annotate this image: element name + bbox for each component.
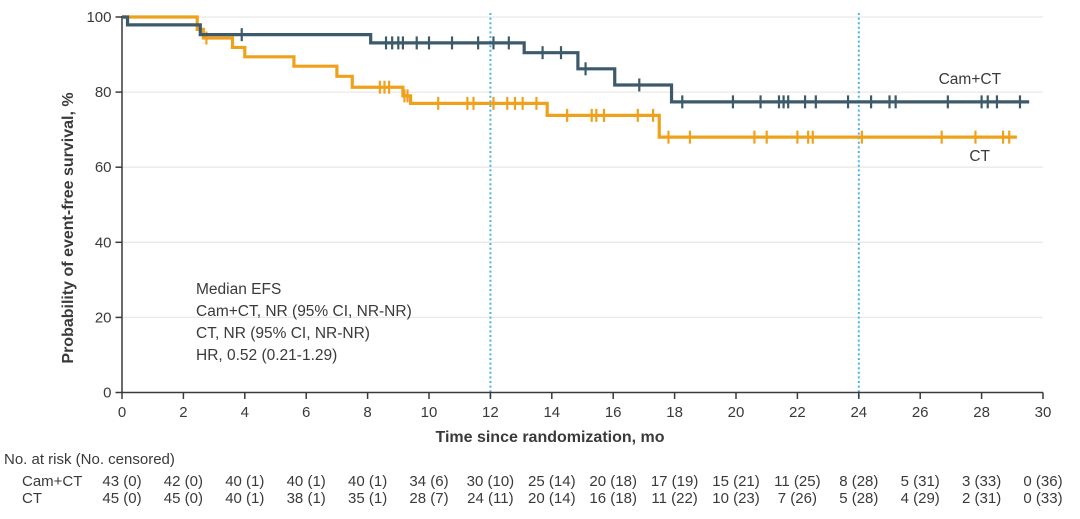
stats-annotation: Median EFS Cam+CT, NR (95% CI, NR-NR) CT… [196,279,412,367]
risk-table-header: No. at risk (No. censored) [4,451,175,468]
risk-cell: 42 (0) [163,473,203,490]
x-tick-label: 30 [1035,404,1052,421]
x-tick-label: 18 [666,404,683,421]
annotation-line-hr: HR, 0.52 (0.21-1.29) [196,347,338,364]
risk-row-cam-ct: Cam+CT 43 (0) 42 (0) 40 (1) 40 (1) 40 (1) 34 … [0,473,1080,490]
risk-cell: 16 (18) [589,490,637,507]
x-tick-label: 2 [179,404,187,421]
risk-cell: 8 (28) [839,473,879,490]
x-tick-label: 22 [789,404,806,421]
annotation-line-ct: CT, NR (95% CI, NR-NR) [196,325,370,342]
x-tick-label: 8 [363,404,371,421]
risk-cell: 45 (0) [163,490,203,507]
x-tick-label: 0 [118,404,126,421]
risk-cell: 20 (14) [528,490,576,507]
risk-cell: 17 (19) [650,473,699,490]
risk-cell: 34 (6) [409,473,449,490]
y-tick-label: 60 [95,159,112,176]
risk-cell: 38 (1) [286,490,326,507]
risk-cell: 40 (1) [286,473,326,490]
x-tick-label: 14 [543,404,560,421]
risk-cell: 28 (7) [409,490,449,507]
y-tick-label: 80 [95,84,112,101]
x-tick-label: 6 [302,404,310,421]
risk-row-ct: CT 45 (0) 45 (0) 40 (1) 38 (1) 35 (1) 28 (7) 2… [0,490,1080,507]
risk-cell: 0 (33) [1023,490,1063,507]
risk-cell: 40 (1) [225,490,265,507]
annotation-line-cam-ct: Cam+CT, NR (95% CI, NR-NR) [196,303,412,320]
annotation-line-median-efs: Median EFS [196,281,282,298]
risk-cell: 7 (26) [777,490,817,507]
km-curve-ct [122,15,1017,139]
x-tick-label: 20 [728,404,745,421]
risk-cell: 20 (18) [589,473,637,490]
risk-cell: 5 (31) [900,473,940,490]
risk-cell: 43 (0) [102,473,142,490]
risk-cell: 0 (36) [1023,473,1063,490]
y-tick-label: 100 [86,9,111,26]
risk-cell: 4 (29) [900,490,940,507]
risk-cell: 15 (21) [712,473,760,490]
risk-cell: 11 (25) [774,473,821,490]
x-tick-label: 16 [605,404,622,421]
y-tick-label: 20 [95,309,112,326]
risk-cell: 30 (10) [466,473,515,490]
risk-cell: 10 (23) [712,490,760,507]
x-tick-label: 12 [482,404,499,421]
x-tick-label: 10 [421,404,438,421]
km-curve-cam-ct [122,15,1030,104]
x-tick-label: 28 [973,404,990,421]
risk-cell: 45 (0) [102,490,142,507]
x-axis-title: Time since randomization, mo [435,429,665,446]
curve-label-ct: CT [969,148,990,166]
risk-cell: 40 (1) [348,473,388,490]
x-tick-label: 4 [241,404,249,421]
risk-cell: 3 (33) [962,473,1002,490]
risk-cell: 5 (28) [839,490,879,507]
risk-cell: 40 (1) [225,473,265,490]
risk-cell: 2 (31) [962,490,1002,507]
risk-row-label: CT [22,490,42,507]
x-tick-label: 24 [850,404,867,421]
x-tick-label: 26 [912,404,929,421]
risk-row-label: Cam+CT [22,473,83,490]
risk-cell: 35 (1) [348,490,388,507]
risk-cell: 24 (11) [467,490,514,507]
risk-cell: 11 (22) [651,490,698,507]
y-tick-label: 40 [95,234,112,251]
curve-label-cam-ct: Cam+CT [938,71,1002,89]
y-tick-label: 0 [103,385,111,402]
risk-cell: 25 (14) [528,473,576,490]
